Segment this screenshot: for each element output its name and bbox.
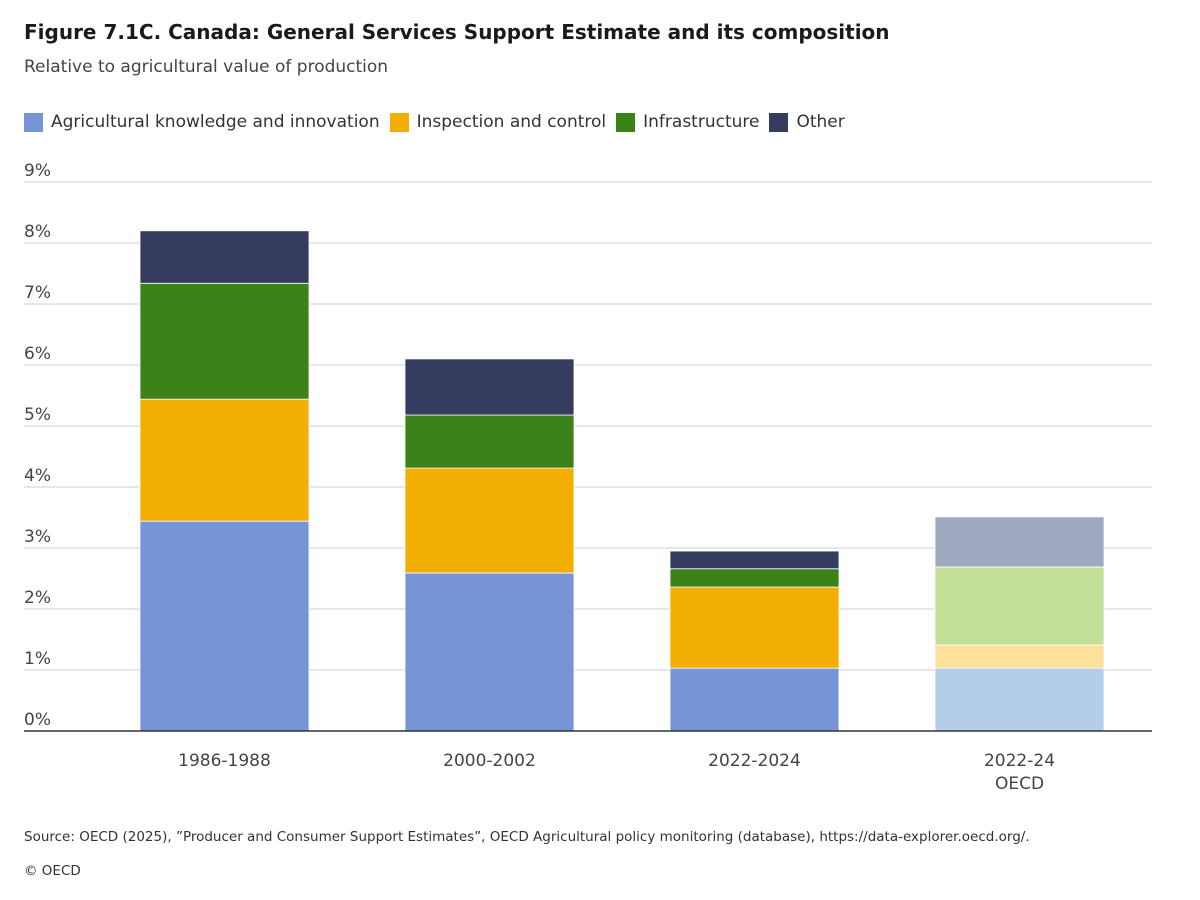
bar-segment: [669, 568, 840, 588]
bar-segment: [139, 230, 310, 284]
bar-segment: [404, 414, 575, 469]
legend-label: Inspection and control: [416, 112, 607, 132]
y-tick-label: 8%: [24, 222, 51, 242]
legend-swatch: [24, 112, 43, 132]
y-tick-label: 6%: [24, 344, 51, 364]
x-tick-label: OECD: [995, 774, 1044, 794]
bar-segment: [934, 516, 1105, 568]
legend-swatch: [769, 112, 789, 132]
legend: Agricultural knowledge and innovation Ins…: [24, 112, 845, 132]
legend-item: Infrastructure: [616, 112, 759, 132]
bar-segment: [404, 467, 575, 574]
bar-segment: [139, 282, 310, 400]
legend-item: Agricultural knowledge and innovation: [24, 112, 380, 132]
legend-label: Agricultural knowledge and innovation: [51, 112, 380, 132]
x-tick-label: 2022-2024: [708, 751, 801, 771]
bar-segment: [404, 358, 575, 416]
copyright: © OECD: [24, 863, 81, 879]
legend-swatch: [616, 112, 636, 132]
bar-segment: [934, 667, 1105, 732]
y-tick-label: 2%: [24, 588, 51, 608]
x-tick-label: 2000-2002: [443, 751, 536, 771]
bar-segment: [404, 572, 575, 732]
y-tick-label: 0%: [24, 710, 51, 730]
bar-segment: [669, 586, 840, 669]
x-tick-label: 2022-24: [984, 751, 1055, 771]
y-tick-label: 1%: [24, 649, 51, 669]
bar-segment: [934, 644, 1105, 669]
legend-swatch: [389, 112, 409, 132]
y-tick-label: 4%: [24, 466, 51, 486]
bar-segment: [934, 566, 1105, 646]
legend-label: Other: [796, 112, 845, 132]
y-tick-label: 7%: [24, 283, 51, 303]
chart-title: Figure 7.1C. Canada: General Services Su…: [24, 20, 890, 44]
x-tick-label: 1986-1988: [178, 751, 271, 771]
bar-segment: [669, 550, 840, 570]
legend-label: Infrastructure: [643, 112, 760, 132]
legend-item: Inspection and control: [389, 112, 607, 132]
legend-item: Other: [769, 112, 845, 132]
bar-segment: [139, 520, 310, 732]
y-tick-label: 3%: [24, 527, 51, 547]
bar-segment: [139, 398, 310, 522]
source-note: Source: OECD (2025), ”Producer and Consu…: [24, 829, 1030, 845]
bar-segment: [669, 667, 840, 732]
chart-subtitle: Relative to agricultural value of produc…: [24, 57, 389, 77]
y-tick-label: 9%: [24, 161, 51, 181]
y-tick-label: 5%: [24, 405, 51, 425]
